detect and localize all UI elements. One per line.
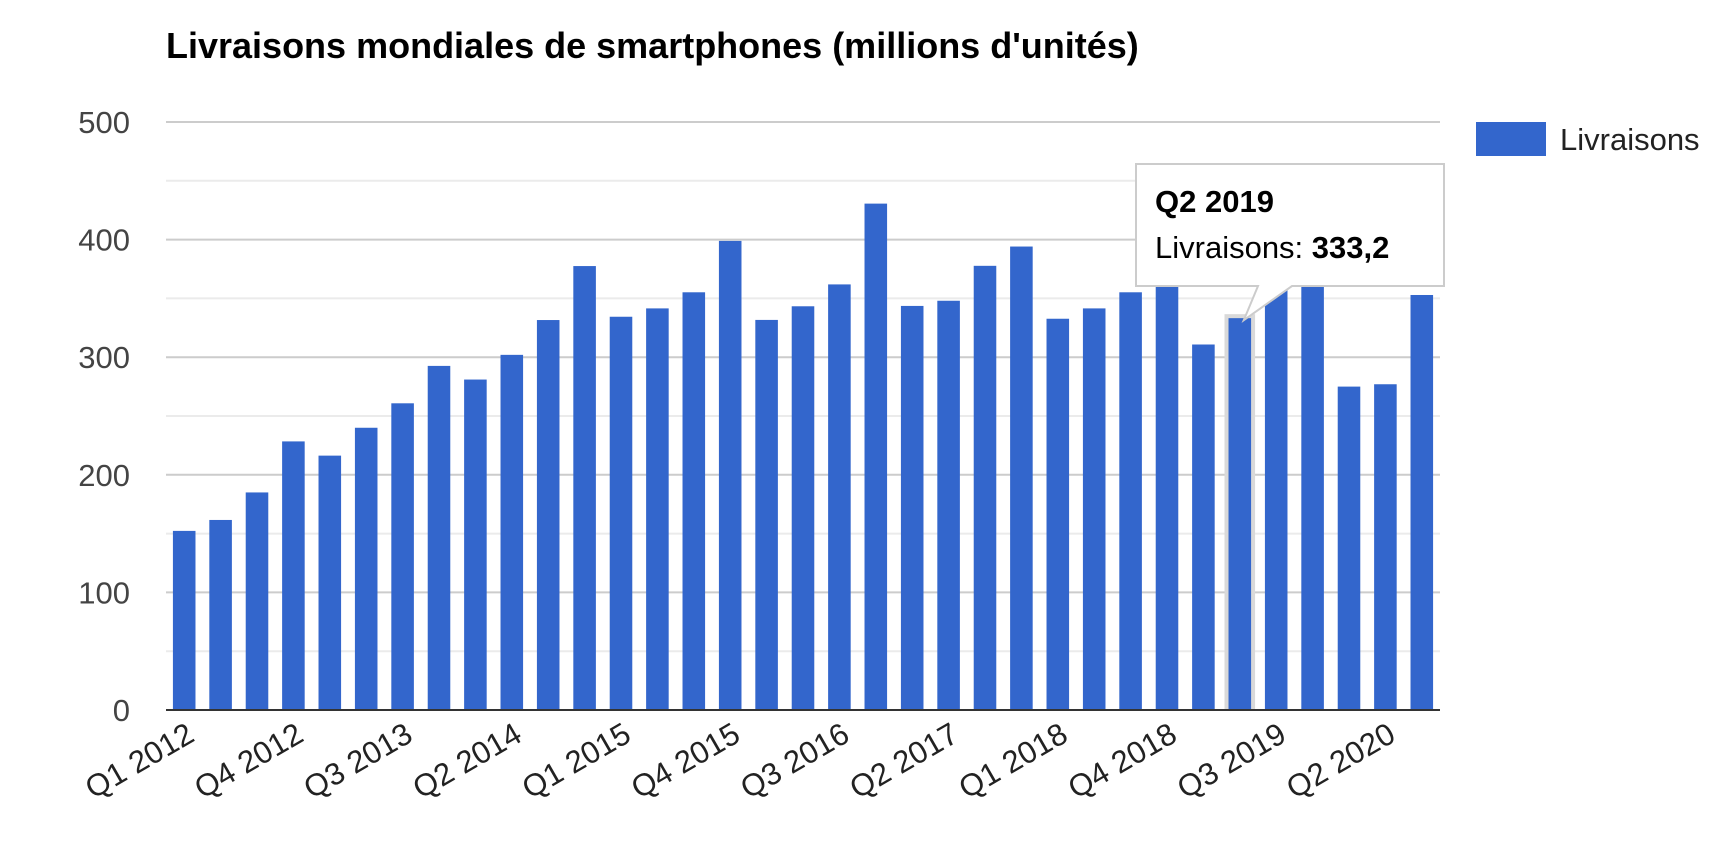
- bar-q3-2020[interactable]: [1410, 294, 1434, 710]
- bar-q3-2019[interactable]: [1264, 288, 1288, 710]
- bar-q1-2017[interactable]: [900, 305, 924, 710]
- legend: Livraisons: [1476, 122, 1700, 157]
- y-tick-label: 100: [78, 575, 130, 610]
- bar-q4-2015[interactable]: [718, 240, 742, 710]
- x-tick-label: Q3 2019: [1171, 716, 1292, 806]
- tooltip: Q2 2019 Livraisons: 333,2: [1135, 163, 1445, 323]
- bar-q3-2018[interactable]: [1119, 292, 1142, 710]
- bar-q4-2018[interactable]: [1155, 286, 1179, 710]
- tooltip-value: 333,2: [1312, 230, 1390, 265]
- tooltip-box: [1135, 163, 1445, 323]
- tooltip-label: Livraisons:: [1155, 230, 1312, 265]
- bar-q1-2018[interactable]: [1046, 318, 1070, 710]
- x-tick-label: Q2 2017: [844, 716, 965, 806]
- bar-q3-2014[interactable]: [536, 320, 560, 710]
- chart-title: Livraisons mondiales de smartphones (mil…: [166, 25, 1139, 66]
- bar-q2-2019[interactable]: [1228, 318, 1252, 710]
- bar-q2-2013[interactable]: [354, 427, 378, 710]
- bar-q1-2014[interactable]: [464, 379, 487, 710]
- bar-q2-2017[interactable]: [937, 300, 960, 710]
- bar-q2-2015[interactable]: [646, 308, 669, 710]
- x-tick-label: Q4 2012: [188, 716, 309, 806]
- bar-q3-2016[interactable]: [828, 284, 851, 710]
- bar-q1-2012[interactable]: [172, 530, 196, 710]
- x-tick-label: Q4 2015: [625, 716, 746, 806]
- bar-q3-2015[interactable]: [682, 292, 706, 710]
- bar-q4-2014[interactable]: [573, 266, 596, 710]
- bar-q2-2014[interactable]: [500, 354, 524, 710]
- bar-q3-2012[interactable]: [245, 492, 269, 710]
- bar-q4-2013[interactable]: [427, 365, 451, 710]
- x-tick-label: Q1 2012: [79, 716, 200, 806]
- bar-q1-2020[interactable]: [1337, 386, 1361, 710]
- bar-q1-2015[interactable]: [609, 316, 633, 710]
- y-axis-ticks: 0 100 200 300 400 500: [78, 105, 130, 728]
- y-tick-label: 200: [78, 458, 130, 493]
- legend-label: Livraisons: [1560, 122, 1700, 157]
- bar-q4-2019[interactable]: [1301, 286, 1324, 710]
- x-tick-label: Q2 2020: [1280, 716, 1401, 806]
- legend-swatch: [1476, 122, 1546, 156]
- bar-q4-2012[interactable]: [282, 441, 305, 710]
- bar-q1-2019[interactable]: [1192, 344, 1215, 710]
- bars: [172, 203, 1434, 711]
- bar-q2-2012[interactable]: [209, 519, 232, 710]
- y-tick-label: 0: [113, 693, 130, 728]
- y-tick-label: 300: [78, 340, 130, 375]
- x-tick-label: Q1 2018: [953, 716, 1074, 806]
- bar-q2-2018[interactable]: [1082, 308, 1106, 710]
- bar-q2-2016[interactable]: [791, 306, 815, 710]
- bar-q3-2017[interactable]: [973, 265, 997, 710]
- bar-q4-2016[interactable]: [864, 203, 888, 711]
- bar-q3-2013[interactable]: [391, 403, 414, 710]
- bar-q2-2020[interactable]: [1374, 384, 1397, 710]
- x-tick-label: Q3 2013: [298, 716, 419, 806]
- tooltip-body: Livraisons: 333,2: [1155, 230, 1389, 265]
- bar-q1-2016[interactable]: [755, 319, 778, 710]
- y-tick-label: 500: [78, 105, 130, 140]
- tooltip-title: Q2 2019: [1155, 184, 1274, 219]
- y-tick-label: 400: [78, 223, 130, 258]
- bar-q1-2013[interactable]: [318, 455, 342, 710]
- x-tick-label: Q2 2014: [407, 716, 528, 806]
- bar-q4-2017[interactable]: [1010, 246, 1033, 711]
- x-tick-label: Q4 2018: [1062, 716, 1183, 806]
- x-tick-label: Q1 2015: [516, 716, 637, 806]
- x-tick-label: Q3 2016: [734, 716, 855, 806]
